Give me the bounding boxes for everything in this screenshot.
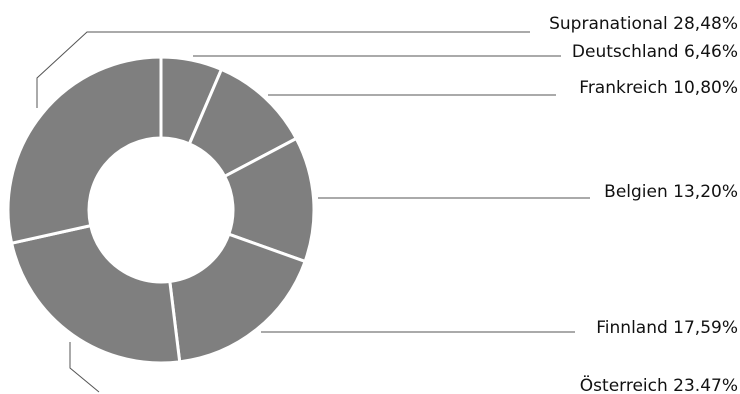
- leader-line-5: [36, 31, 530, 108]
- slice-label-0: Deutschland 6,46%: [572, 42, 738, 62]
- slice-label-1: Frankreich 10,80%: [579, 78, 738, 98]
- slice-label-4: Österreich 23.47%: [580, 374, 738, 394]
- donut-slice-5: [6, 55, 163, 245]
- slice-label-2: Belgien 13,20%: [604, 182, 738, 202]
- slice-label-5: Supranational 28,48%: [549, 14, 738, 34]
- slice-label-3: Finnland 17,59%: [596, 318, 738, 338]
- donut-slice-3: [168, 232, 308, 364]
- leader-line-4: [69, 342, 100, 393]
- donut-slice-4: [9, 223, 182, 365]
